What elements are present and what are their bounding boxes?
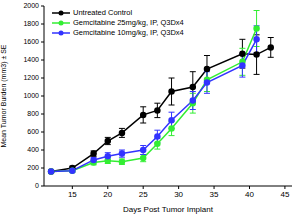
svg-text:20: 20 (103, 190, 112, 199)
svg-text:30: 30 (174, 190, 183, 199)
html-text:Gemcitabine 10mg/kg, IP, Q3Dx4: Gemcitabine 10mg/kg, IP, Q3Dx4 (73, 28, 184, 37)
html-text:Gemcitabine 25mg/kg, IP, Q3Dx4: Gemcitabine 25mg/kg, IP, Q3Dx4 (73, 18, 184, 27)
svg-text:Mean Tumor Burden (mm3) ± SE: Mean Tumor Burden (mm3) ± SE (8, 44, 9, 147)
html-text:Untreated Control: Untreated Control (73, 8, 133, 17)
svg-text:25: 25 (139, 190, 148, 199)
svg-text:600: 600 (27, 128, 39, 135)
svg-text:1000: 1000 (23, 92, 39, 99)
svg-text:1800: 1800 (23, 20, 39, 27)
svg-text:1600: 1600 (23, 38, 39, 45)
svg-text:800: 800 (27, 110, 39, 117)
svg-text:35: 35 (210, 190, 219, 199)
svg-text:2000: 2000 (23, 2, 39, 9)
svg-text:1400: 1400 (23, 56, 39, 63)
svg-text:200: 200 (27, 164, 39, 171)
svg-text:15: 15 (68, 190, 77, 199)
svg-text:45: 45 (280, 190, 289, 199)
svg-text:0: 0 (35, 182, 39, 189)
svg-text:40: 40 (245, 190, 254, 199)
svg-text:Days Post Tumor Implant: Days Post Tumor Implant (123, 205, 214, 214)
svg-text:400: 400 (27, 146, 39, 153)
svg-text:1200: 1200 (23, 74, 39, 81)
